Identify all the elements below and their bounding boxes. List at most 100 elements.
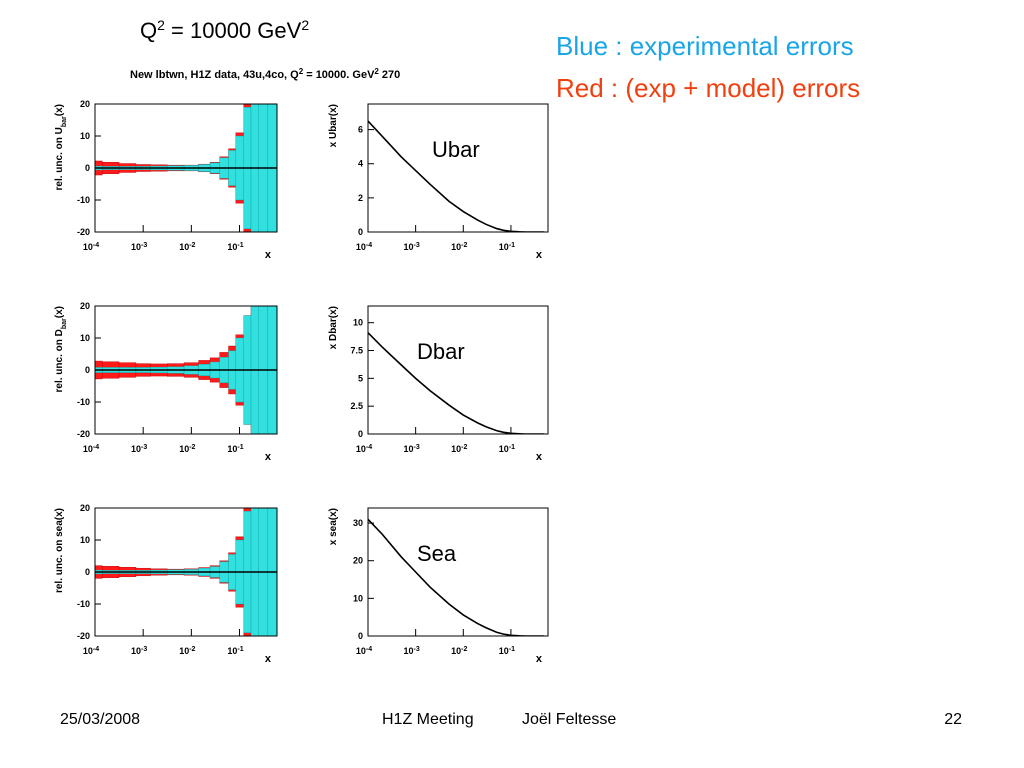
tick-base: 10	[404, 242, 414, 252]
y-axis-label: rel. unc. on Dbar(x)	[54, 306, 68, 392]
text-part: x Dbar(x)	[328, 306, 339, 349]
text-part: x Ubar(x)	[328, 104, 339, 147]
y-axis-label: x Ubar(x)	[328, 104, 339, 147]
y-tick-label: 10	[353, 593, 363, 603]
tick-base: 10	[83, 444, 93, 454]
plot-frame	[367, 305, 549, 435]
tick-exponent: -4	[366, 444, 372, 451]
x-tick-label: 10-1	[499, 444, 515, 455]
tick-exponent: -2	[461, 646, 467, 653]
tick-exponent: -2	[461, 444, 467, 451]
y-tick-label: 0	[85, 365, 90, 375]
tick-base: 10	[499, 646, 509, 656]
x-tick-label: 10-4	[83, 646, 99, 657]
superscript: 2	[301, 17, 309, 33]
x-tick-label: 10-3	[131, 646, 147, 657]
tick-base: 10	[404, 444, 414, 454]
subscript: bar	[61, 318, 68, 329]
tick-exponent: -2	[189, 242, 195, 249]
tick-base: 10	[451, 242, 461, 252]
y-axis-label: rel. unc. on sea(x)	[54, 508, 65, 593]
x-tick-label: 10-2	[179, 646, 195, 657]
tick-base: 10	[227, 444, 237, 454]
footer-page: 22	[944, 711, 962, 728]
tick-base: 10	[83, 242, 93, 252]
tick-exponent: -1	[509, 646, 515, 653]
x-tick-label: 10-2	[451, 646, 467, 657]
x-tick-label: 10-1	[227, 646, 243, 657]
subscript: bar	[61, 116, 68, 127]
y-tick-label: 10	[80, 535, 90, 545]
text-part: rel. unc. on D	[54, 329, 65, 392]
y-tick-label: 20	[80, 99, 90, 109]
y-tick-label: 2	[358, 193, 363, 203]
tick-exponent: -4	[366, 242, 372, 249]
tick-exponent: -4	[366, 646, 372, 653]
y-tick-label: 10	[353, 318, 363, 328]
tick-exponent: -3	[141, 444, 147, 451]
tick-exponent: -2	[189, 646, 195, 653]
x-tick-label: 10-3	[404, 242, 420, 253]
tick-base: 10	[451, 646, 461, 656]
y-tick-label: 30	[353, 518, 363, 528]
tick-base: 10	[356, 444, 366, 454]
text-part: rel. unc. on U	[54, 127, 65, 190]
y-tick-label: -20	[77, 429, 90, 439]
x-axis-label: x	[265, 451, 272, 463]
tick-exponent: -3	[414, 646, 420, 653]
y-tick-label: 20	[80, 503, 90, 513]
panel-label: Dbar	[417, 339, 465, 364]
y-tick-label: 0	[85, 163, 90, 173]
y-tick-label: 7.5	[350, 346, 363, 356]
footer-author: Joël Feltesse	[522, 711, 616, 728]
tick-base: 10	[227, 242, 237, 252]
footer-date: 25/03/2008	[60, 711, 140, 728]
tick-base: 10	[227, 646, 237, 656]
text-part: 270	[379, 69, 400, 81]
tick-base: 10	[404, 646, 414, 656]
slide-title: Q2 = 10000 GeV2	[140, 17, 309, 43]
x-tick-label: 10-3	[131, 242, 147, 253]
footer-meeting: H1Z Meeting	[382, 711, 474, 728]
tick-base: 10	[499, 444, 509, 454]
y-tick-label: -10	[77, 599, 90, 609]
tick-exponent: -3	[414, 242, 420, 249]
tick-base: 10	[356, 646, 366, 656]
plot-area	[95, 306, 277, 434]
tick-base: 10	[131, 242, 141, 252]
y-tick-label: 10	[80, 333, 90, 343]
y-tick-label: 0	[358, 227, 363, 237]
tick-exponent: -2	[189, 444, 195, 451]
text-part: New lbtwn, H1Z data, 43u,4co, Q	[130, 69, 299, 81]
y-tick-label: 20	[353, 556, 363, 566]
y-tick-label: 0	[358, 631, 363, 641]
y-tick-label: 5	[358, 373, 363, 383]
tick-exponent: -1	[237, 646, 243, 653]
tick-exponent: -4	[93, 444, 99, 451]
text-part: = 10000. GeV	[303, 69, 375, 81]
tick-base: 10	[451, 444, 461, 454]
x-tick-label: 10-4	[83, 444, 99, 455]
tick-exponent: -4	[93, 242, 99, 249]
x-tick-label: 10-1	[499, 242, 515, 253]
y-tick-label: 10	[80, 131, 90, 141]
y-tick-label: -10	[77, 397, 90, 407]
pdf-curve	[368, 518, 545, 636]
panel-label: Sea	[417, 541, 457, 566]
x-axis-label: x	[536, 249, 543, 261]
x-tick-label: 10-4	[83, 242, 99, 253]
tick-exponent: -4	[93, 646, 99, 653]
x-tick-label: 10-4	[356, 444, 372, 455]
superscript: 2	[157, 17, 165, 33]
y-axis-label: x Dbar(x)	[328, 306, 339, 349]
superscript: 2	[299, 67, 304, 76]
y-axis-label: x sea(x)	[328, 508, 339, 545]
y-tick-label: 2.5	[350, 401, 363, 411]
x-tick-label: 10-2	[451, 444, 467, 455]
x-tick-label: 10-3	[404, 444, 420, 455]
tick-exponent: -3	[414, 444, 420, 451]
plot-area	[95, 508, 277, 636]
x-tick-label: 10-2	[179, 242, 195, 253]
x-tick-label: 10-2	[179, 444, 195, 455]
